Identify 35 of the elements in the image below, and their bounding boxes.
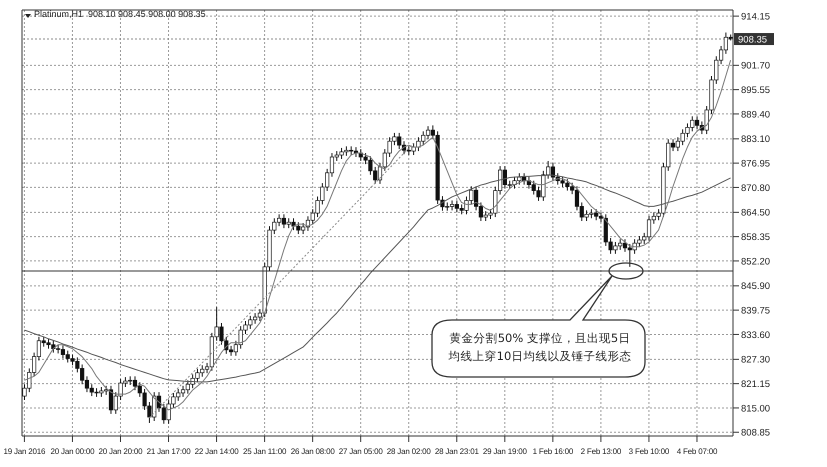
- x-tick-label: 21 Jan 17:00: [146, 447, 192, 456]
- y-tick-label: 833.60: [741, 330, 770, 341]
- x-tick-label: 2 Feb 13:00: [580, 447, 622, 456]
- chart-title: Platinum,H1 908.10 908.45 908.00 908.35: [34, 9, 206, 19]
- x-tick-label: 28 Jan 23:01: [434, 447, 480, 456]
- y-tick-label: 914.15: [741, 12, 770, 22]
- y-tick-label: 839.75: [741, 306, 770, 317]
- x-tick-label: 28 Jan 02:00: [386, 447, 432, 456]
- y-tick-label: 821.15: [741, 379, 770, 390]
- y-tick-label: 827.30: [741, 354, 770, 366]
- annotation: 黄金分割50% 支撑位，且出现5日均线上穿10日均线以及锤子线形态: [448, 330, 632, 365]
- y-tick-label: 808.85: [741, 428, 770, 439]
- x-tick-label: 3 Feb 10:00: [628, 447, 670, 456]
- y-tick-label: 852.20: [741, 256, 770, 268]
- y-tick-label: 901.70: [741, 60, 770, 72]
- x-tick-label: 20 Jan 00:00: [50, 447, 96, 456]
- y-tick-label: 845.90: [741, 281, 770, 292]
- y-tick-label: 870.80: [741, 182, 770, 194]
- y-tick-label: 876.95: [741, 158, 770, 170]
- x-tick-label: 20 Jan 20:00: [98, 447, 144, 456]
- x-tick-label: 22 Jan 14:00: [194, 447, 240, 456]
- x-tick-label: 25 Jan 11:00: [242, 447, 287, 456]
- y-tick-label: 883.10: [741, 134, 770, 146]
- y-tick-label: 889.40: [741, 109, 770, 120]
- x-tick-label: 27 Jan 05:00: [338, 447, 384, 456]
- x-tick-label: 19 Jan 2016: [3, 447, 46, 456]
- y-tick-label: 895.55: [741, 85, 770, 96]
- x-tick-label: 4 Feb 07:00: [676, 447, 718, 456]
- y-tick-label: 864.50: [741, 208, 770, 219]
- x-tick-label: 26 Jan 08:00: [290, 447, 336, 456]
- x-tick-label: 29 Jan 19:00: [482, 447, 528, 456]
- ref-line-label: 908.35: [738, 34, 768, 46]
- y-tick-label: 858.35: [741, 232, 770, 244]
- y-tick-label: 815.00: [741, 403, 770, 414]
- x-tick-label: 1 Feb 16:00: [532, 447, 574, 456]
